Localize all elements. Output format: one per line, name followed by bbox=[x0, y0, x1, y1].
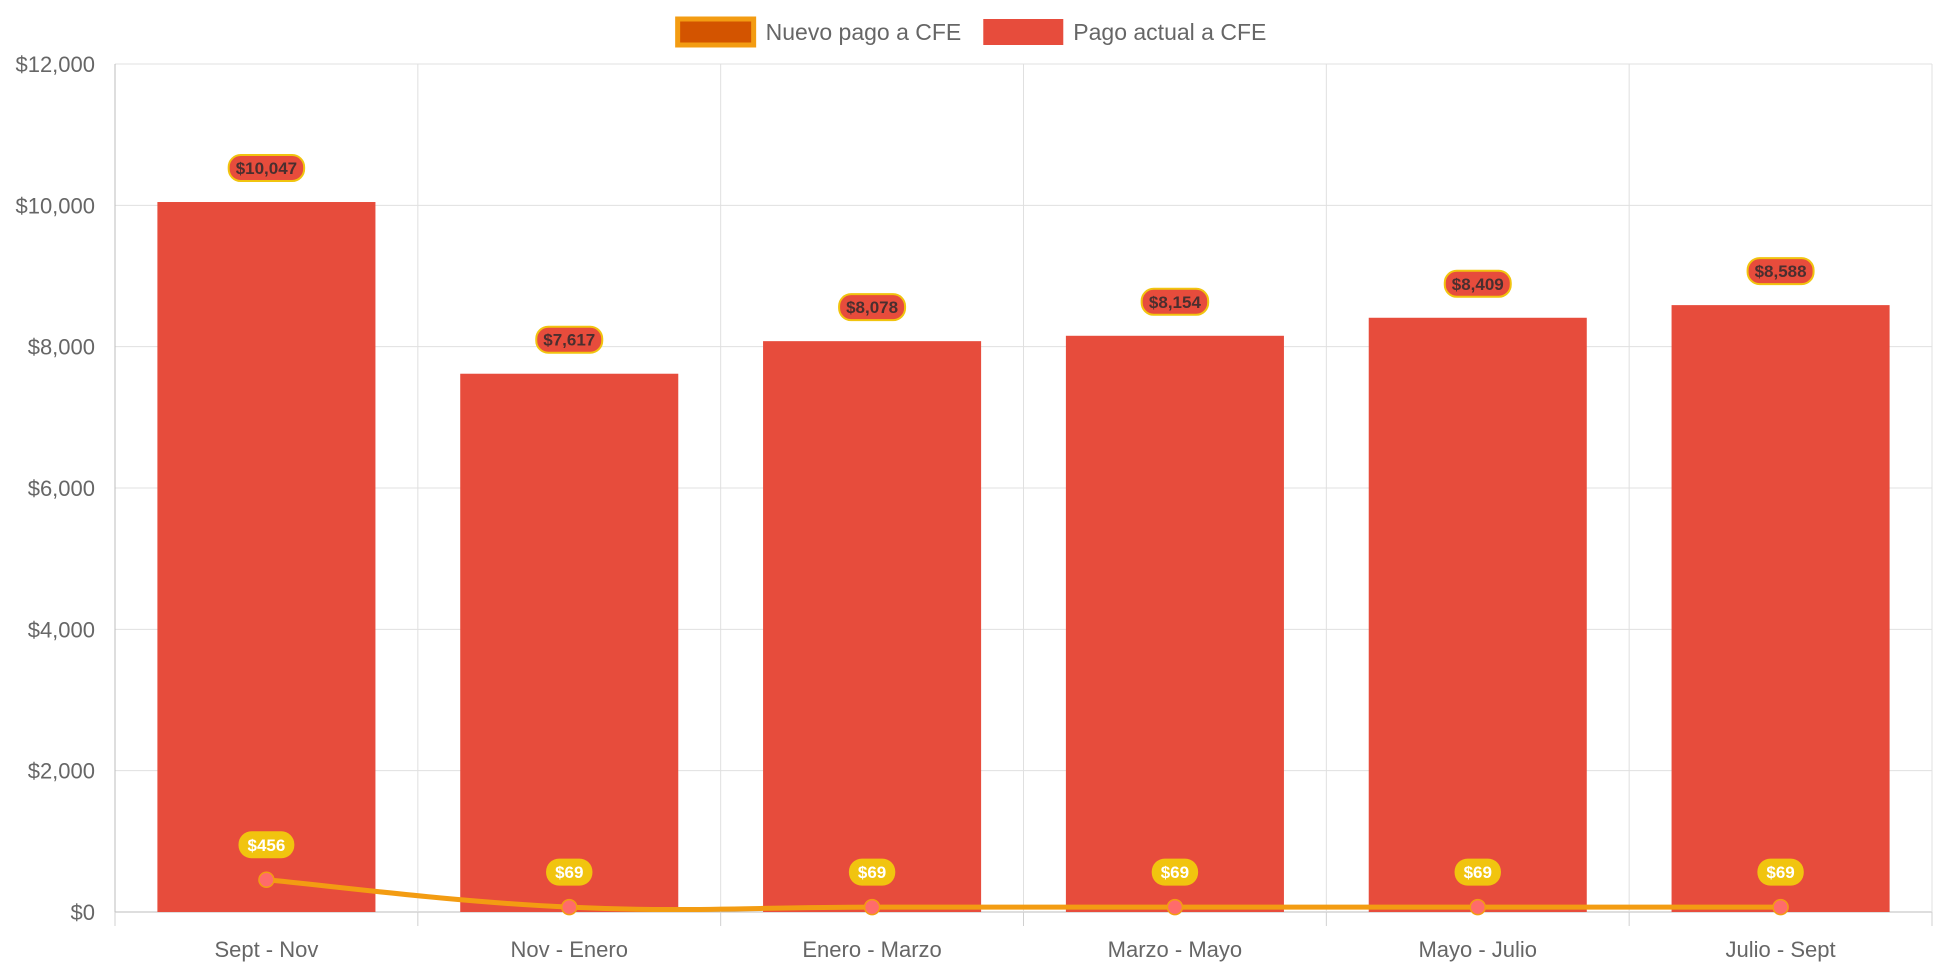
x-tick-label: Mayo - Julio bbox=[1418, 937, 1537, 962]
bar-data-label: $8,588 bbox=[1755, 262, 1807, 281]
line-nuevo-pago-path bbox=[263, 877, 1784, 913]
bar-data-label: $8,154 bbox=[1149, 293, 1202, 312]
line-data-label-bg bbox=[238, 831, 295, 859]
bar-pago-actual[interactable] bbox=[157, 202, 376, 913]
legend-item-pago-actual[interactable]: Pago actual a CFE bbox=[983, 19, 1266, 45]
line-point-nuevo-pago[interactable] bbox=[863, 898, 881, 916]
line-data-label-bg bbox=[1757, 858, 1804, 886]
bar-data-label: $10,047 bbox=[236, 159, 297, 178]
line-data-label: $69 bbox=[1161, 863, 1189, 882]
line-data-label-bg bbox=[1151, 858, 1199, 886]
bar-data-label-bg bbox=[1443, 269, 1512, 298]
axes: $0 $2,000 $4,000 $6,000 $8,000 $10,000 $12,000… bbox=[15, 52, 1835, 962]
line-data-label: $69 bbox=[555, 863, 583, 882]
grid bbox=[114, 63, 1933, 926]
y-tick-label: $6,000 bbox=[28, 476, 95, 501]
y-tick-label: $2,000 bbox=[28, 759, 95, 784]
line-nuevo-pago bbox=[258, 871, 1789, 916]
bar-data-label-bg bbox=[227, 154, 306, 183]
bars-pago-actual bbox=[157, 202, 1890, 913]
line-point-nuevo-pago[interactable] bbox=[258, 871, 275, 889]
bar-data-label: $8,078 bbox=[846, 298, 898, 317]
bar-pago-actual[interactable] bbox=[1368, 317, 1587, 912]
y-tick-label: $8,000 bbox=[28, 335, 95, 360]
x-tick-label: Julio - Sept bbox=[1726, 937, 1836, 962]
y-tick-label: $10,000 bbox=[15, 193, 95, 218]
x-tick-label: Marzo - Mayo bbox=[1108, 937, 1242, 962]
bar-pago-actual[interactable] bbox=[1065, 335, 1284, 912]
line-data-label-bg bbox=[848, 858, 896, 886]
legend-swatch bbox=[675, 16, 757, 48]
line-data-label: $69 bbox=[1464, 863, 1492, 882]
x-tick-label: Enero - Marzo bbox=[802, 937, 941, 962]
bar-data-label: $7,617 bbox=[543, 331, 595, 350]
line-data-label-bg bbox=[1454, 858, 1501, 886]
legend-swatch bbox=[983, 19, 1064, 45]
x-tick-label: Sept - Nov bbox=[214, 937, 318, 962]
line-data-label: $69 bbox=[858, 863, 886, 882]
y-tick-label: $4,000 bbox=[28, 617, 95, 642]
legend-label: Pago actual a CFE bbox=[1073, 19, 1266, 45]
x-tick-label: Nov - Enero bbox=[511, 937, 628, 962]
bar-pago-actual[interactable] bbox=[460, 373, 679, 912]
line-point-nuevo-pago[interactable] bbox=[1166, 898, 1184, 916]
bar-data-label: $8,409 bbox=[1452, 275, 1504, 294]
line-data-label: $69 bbox=[1766, 863, 1794, 882]
y-tick-label: $12,000 bbox=[15, 52, 95, 77]
legend-label: Nuevo pago a CFE bbox=[766, 19, 962, 45]
y-tick-label: $0 bbox=[71, 900, 95, 925]
data-labels: $10,047 $7,617 $8,078 $8,154 $8,409 $8,588 $45… bbox=[227, 154, 1815, 886]
line-point-nuevo-pago[interactable] bbox=[561, 898, 578, 916]
legend-item-nuevo-pago[interactable]: Nuevo pago a CFE bbox=[675, 16, 962, 48]
bar-data-label-bg bbox=[838, 293, 907, 322]
legend[interactable]: Nuevo pago a CFE Pago actual a CFE bbox=[675, 16, 1267, 48]
bar-pago-actual[interactable] bbox=[763, 341, 982, 912]
line-point-nuevo-pago[interactable] bbox=[1469, 898, 1486, 916]
line-data-label-bg bbox=[546, 858, 593, 886]
bar-data-label-bg bbox=[535, 325, 604, 354]
line-data-label: $456 bbox=[248, 836, 286, 855]
bar-data-label-bg bbox=[1140, 287, 1210, 316]
bar-data-label-bg bbox=[1746, 257, 1815, 286]
bar-pago-actual[interactable] bbox=[1671, 305, 1890, 913]
line-point-nuevo-pago[interactable] bbox=[1772, 898, 1789, 916]
